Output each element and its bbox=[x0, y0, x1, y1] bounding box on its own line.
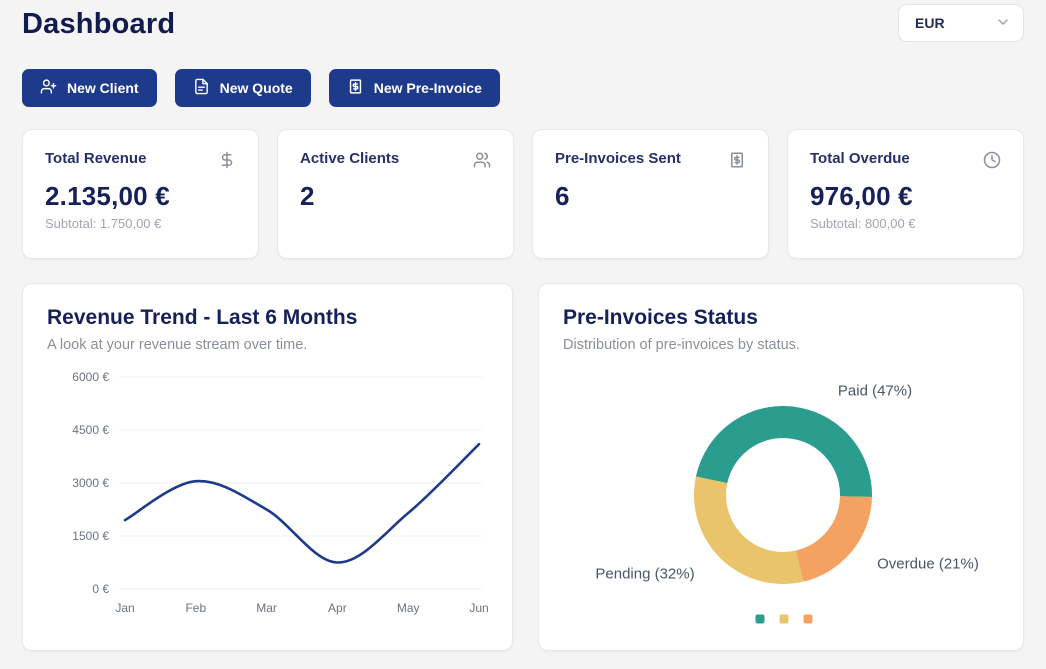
action-buttons: New Client New Quote New Pre-Invoice bbox=[22, 69, 1024, 107]
donut-label-overdue: Overdue (21%) bbox=[877, 555, 979, 573]
legend-swatch bbox=[803, 614, 813, 624]
chart-cards: Revenue Trend - Last 6 Months A look at … bbox=[22, 283, 1024, 651]
currency-select[interactable]: EUR bbox=[898, 4, 1024, 42]
revenue-line-series bbox=[123, 442, 481, 564]
new-client-button[interactable]: New Client bbox=[22, 69, 157, 107]
y-axis-tick: 1500 € bbox=[72, 529, 109, 543]
revenue-line-chart: 0 € 1500 € 3000 € 4500 € 6000 € Jan Feb Mar Apr M… bbox=[47, 365, 488, 626]
stat-card-total-revenue: Total Revenue 2.135,00 € Subtotal: 1.750… bbox=[22, 129, 259, 259]
donut-chart-svg bbox=[694, 406, 872, 584]
new-quote-button[interactable]: New Quote bbox=[174, 69, 311, 107]
donut-label-pending: Pending (32%) bbox=[595, 565, 695, 583]
currency-select-value: EUR bbox=[915, 15, 945, 31]
legend-swatch bbox=[755, 614, 765, 624]
file-text-icon bbox=[193, 78, 210, 98]
donut-label-paid: Paid (47%) bbox=[837, 382, 913, 400]
page-title: Dashboard bbox=[22, 8, 176, 40]
donut-legend bbox=[755, 614, 813, 624]
legend-swatch bbox=[779, 614, 789, 624]
new-pre-invoice-label: New Pre-Invoice bbox=[373, 80, 482, 96]
dollar-sign-icon bbox=[218, 151, 236, 174]
receipt-dollar-icon bbox=[347, 78, 364, 98]
y-axis-tick: 3000 € bbox=[72, 476, 109, 490]
stat-cards: Total Revenue 2.135,00 € Subtotal: 1.750… bbox=[22, 129, 1024, 259]
x-axis-tick: May bbox=[397, 601, 420, 615]
new-pre-invoice-button[interactable]: New Pre-Invoice bbox=[328, 69, 500, 107]
line-chart-svg: 0 € 1500 € 3000 € 4500 € 6000 € Jan Feb Mar Apr M… bbox=[72, 370, 488, 615]
receipt-dollar-icon bbox=[728, 151, 746, 174]
x-axis-tick: Jan bbox=[115, 601, 134, 615]
stat-value: 2.135,00 € bbox=[45, 181, 170, 211]
y-axis-tick: 6000 € bbox=[72, 370, 109, 384]
new-client-label: New Client bbox=[67, 80, 139, 96]
y-axis-tick: 4500 € bbox=[72, 423, 109, 437]
stat-card-active-clients: Active Clients 2 bbox=[277, 129, 514, 259]
user-plus-icon bbox=[40, 78, 57, 98]
pre-invoices-status-card: Pre-Invoices Status Distribution of pre-… bbox=[538, 283, 1024, 651]
revenue-chart-subtitle: A look at your revenue stream over time. bbox=[47, 337, 308, 353]
x-axis-tick: Apr bbox=[328, 601, 347, 615]
clock-icon bbox=[983, 151, 1001, 174]
x-axis-tick: Jun bbox=[469, 601, 488, 615]
status-chart-title: Pre-Invoices Status bbox=[563, 306, 758, 329]
chevron-down-icon bbox=[995, 14, 1011, 33]
y-axis-tick: 0 € bbox=[92, 582, 109, 596]
stat-value: 976,00 € bbox=[810, 181, 913, 211]
stat-label: Total Overdue bbox=[810, 150, 910, 167]
stat-label: Pre-Invoices Sent bbox=[555, 150, 681, 167]
stat-value: 6 bbox=[555, 181, 570, 211]
stat-card-total-overdue: Total Overdue 976,00 € Subtotal: 800,00 … bbox=[787, 129, 1024, 259]
stat-label: Total Revenue bbox=[45, 150, 147, 167]
users-icon bbox=[473, 151, 491, 174]
stat-subtext: Subtotal: 1.750,00 € bbox=[45, 216, 162, 231]
status-chart-subtitle: Distribution of pre-invoices by status. bbox=[563, 337, 800, 353]
new-quote-label: New Quote bbox=[219, 80, 293, 96]
stat-value: 2 bbox=[300, 181, 315, 211]
stat-card-pre-invoices-sent: Pre-Invoices Sent 6 bbox=[532, 129, 769, 259]
x-axis-tick: Feb bbox=[185, 601, 206, 615]
donut-slice-pending bbox=[694, 406, 872, 584]
x-axis-tick: Mar bbox=[256, 601, 277, 615]
header: Dashboard EUR bbox=[22, 4, 1024, 42]
revenue-trend-card: Revenue Trend - Last 6 Months A look at … bbox=[22, 283, 513, 651]
revenue-chart-title: Revenue Trend - Last 6 Months bbox=[47, 306, 358, 329]
stat-label: Active Clients bbox=[300, 150, 400, 167]
stat-subtext: Subtotal: 800,00 € bbox=[810, 216, 916, 231]
